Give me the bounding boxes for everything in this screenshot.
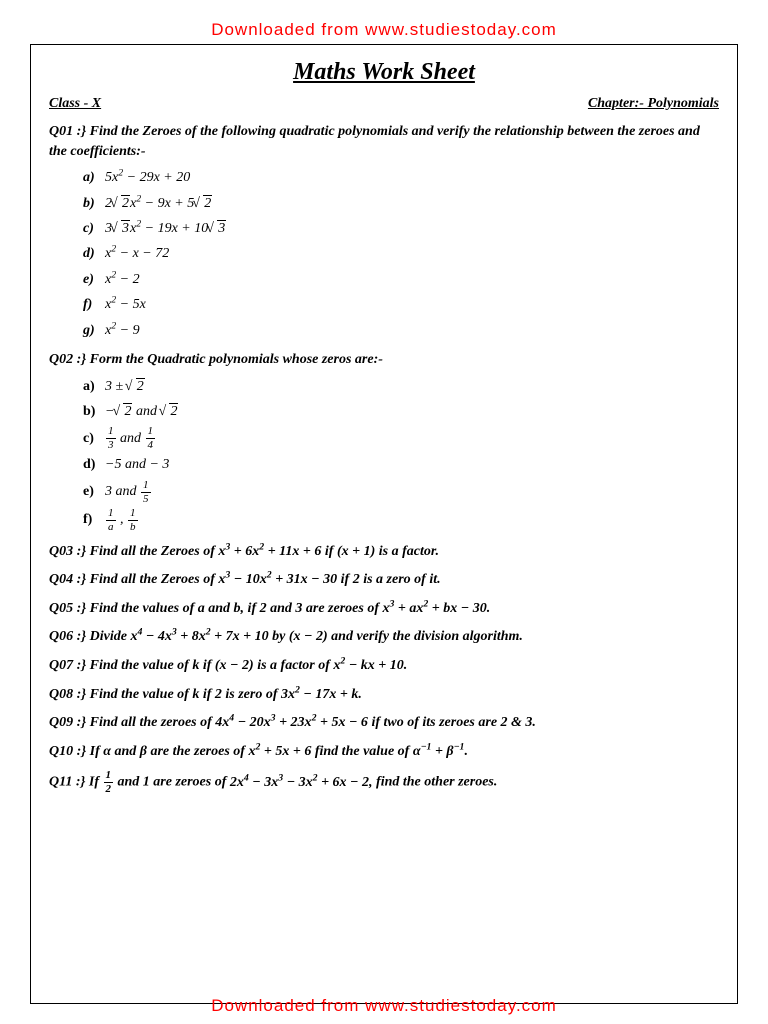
- q08: Q08 :} Find the value of k if 2 is zero …: [49, 685, 719, 705]
- footer-source: Downloaded from www.studiestoday.com: [0, 996, 768, 1016]
- q02-c: c)13 and 14: [83, 426, 719, 451]
- q04: Q04 :} Find all the Zeroes of x3 − 10x2 …: [49, 570, 719, 590]
- q01-num: Q01 :}: [49, 124, 86, 139]
- q02-num: Q02 :}: [49, 352, 86, 367]
- q02-f: f)1a , 1b: [83, 508, 719, 533]
- class-label: Class - X: [49, 96, 101, 112]
- q01-f: f)x2 − 5x: [83, 294, 719, 316]
- q02-b: b)−2 and 2: [83, 401, 719, 423]
- content-frame: Maths Work Sheet Class - X Chapter:- Pol…: [30, 44, 738, 1004]
- q01: Q01 :} Find the Zeroes of the following …: [49, 122, 719, 161]
- q01-d: d)x2 − x − 72: [83, 243, 719, 265]
- q01-options: a)5x2 − 29x + 20 b)22x2 − 9x + 52 c)33x2…: [83, 167, 719, 342]
- page-title: Maths Work Sheet: [49, 59, 719, 86]
- q11: Q11 :} If 12 and 1 are zeroes of 2x4 − 3…: [49, 770, 719, 795]
- q02-text: Form the Quadratic polynomials whose zer…: [90, 352, 383, 367]
- q02-options: a)3 ± 2 b)−2 and 2 c)13 and 14 d)−5 and …: [83, 376, 719, 533]
- q01-a: a)5x2 − 29x + 20: [83, 167, 719, 189]
- q10: Q10 :} If α and β are the zeroes of x2 +…: [49, 742, 719, 762]
- q01-e: e)x2 − 2: [83, 269, 719, 291]
- q06: Q06 :} Divide x4 − 4x3 + 8x2 + 7x + 10 b…: [49, 627, 719, 647]
- q09: Q09 :} Find all the zeroes of 4x4 − 20x3…: [49, 713, 719, 733]
- q01-b: b)22x2 − 9x + 52: [83, 193, 719, 215]
- meta-row: Class - X Chapter:- Polynomials: [49, 96, 719, 112]
- q03: Q03 :} Find all the Zeroes of x3 + 6x2 +…: [49, 542, 719, 562]
- q01-text: Find the Zeroes of the following quadrat…: [49, 124, 700, 159]
- page: Downloaded from www.studiestoday.com Mat…: [0, 0, 768, 1024]
- q02-e: e)3 and 15: [83, 480, 719, 505]
- chapter-label: Chapter:- Polynomials: [588, 96, 719, 112]
- q02-d: d)−5 and − 3: [83, 454, 719, 476]
- header-source: Downloaded from www.studiestoday.com: [30, 20, 738, 40]
- q02-a: a)3 ± 2: [83, 376, 719, 398]
- q07: Q07 :} Find the value of k if (x − 2) is…: [49, 656, 719, 676]
- q05: Q05 :} Find the values of a and b, if 2 …: [49, 599, 719, 619]
- q01-g: g)x2 − 9: [83, 320, 719, 342]
- q02: Q02 :} Form the Quadratic polynomials wh…: [49, 350, 719, 370]
- q01-c: c)33x2 − 19x + 103: [83, 218, 719, 240]
